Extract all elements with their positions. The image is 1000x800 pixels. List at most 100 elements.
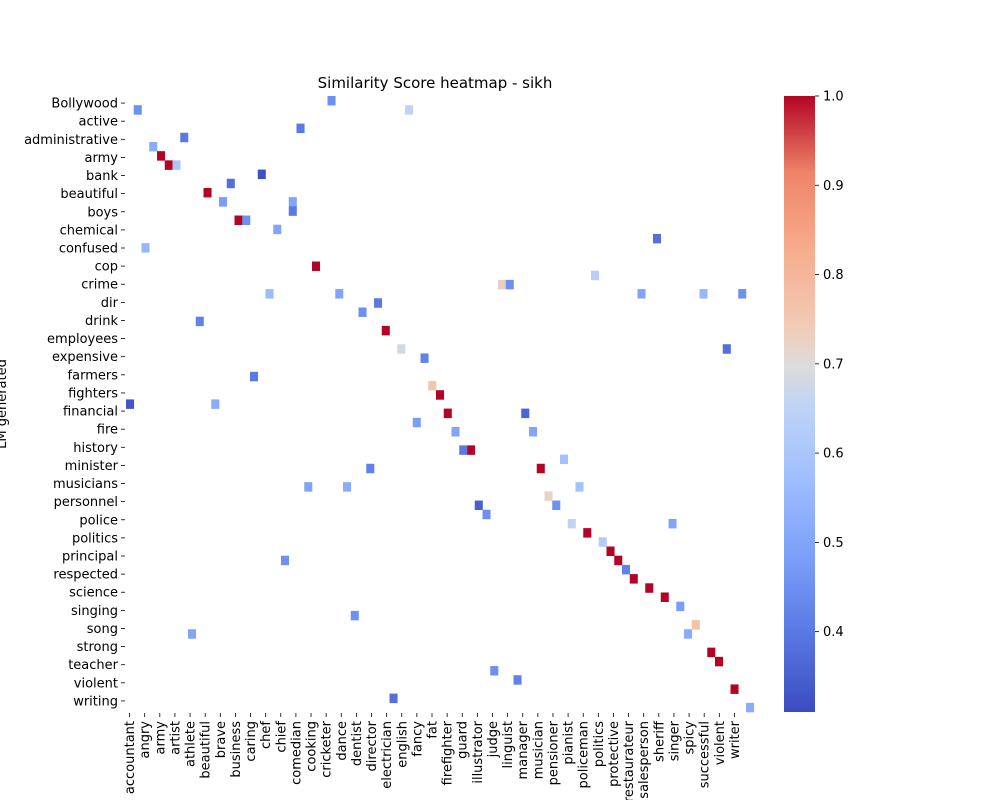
heatmap-cell <box>211 399 220 409</box>
y-tick-label: dir <box>101 296 119 311</box>
heatmap-cell <box>451 426 460 437</box>
y-tick-label: history <box>73 441 118 456</box>
x-tick-label: accountant <box>123 721 138 794</box>
x-tick-label: army <box>153 721 168 755</box>
x-tick-label: manager <box>516 720 531 779</box>
heatmap-cell <box>281 555 290 566</box>
y-tick-label: fire <box>97 423 118 438</box>
heatmap-cell <box>374 298 383 308</box>
heatmap-cell <box>389 693 398 704</box>
colorbar-tick-label: 1.0 <box>823 90 844 105</box>
heatmap-cell <box>629 574 638 584</box>
x-tick-label: beautiful <box>199 721 214 779</box>
x-tick-label: business <box>229 721 244 778</box>
heatmap-cell <box>288 206 297 216</box>
y-tick-label: financial <box>63 405 118 420</box>
y-tick-label: boys <box>87 205 118 220</box>
y-tick-label: musicians <box>53 477 118 492</box>
heatmap-cell <box>699 289 708 299</box>
heatmap-cell <box>366 463 375 474</box>
heatmap-cell <box>660 592 669 602</box>
y-tick-label: confused <box>59 242 118 257</box>
heatmap-cell <box>606 546 615 556</box>
heatmap-cell <box>265 289 274 299</box>
x-tick-label: pianist <box>562 721 577 765</box>
y-tick-label: Bollywood <box>51 97 118 112</box>
colorbar-tick-label: 0.5 <box>823 536 844 551</box>
heatmap-cell <box>157 151 166 161</box>
x-tick-label: illustrator <box>471 720 486 783</box>
x-tick-label: brave <box>214 721 229 758</box>
heatmap-cell <box>304 482 313 492</box>
heatmap-cell <box>552 500 561 511</box>
x-tick-label: policeman <box>577 721 592 788</box>
heatmap-cell <box>149 141 158 152</box>
heatmap-cell <box>350 610 359 621</box>
heatmap-cell <box>521 408 530 419</box>
heatmap-cell <box>575 482 584 492</box>
heatmap-cell <box>691 620 700 630</box>
heatmap-cell <box>707 647 716 658</box>
x-tick-label: dentist <box>350 721 365 766</box>
y-tick-label: beautiful <box>60 187 118 202</box>
x-tick-label: artist <box>168 721 183 755</box>
heatmap-cell <box>498 279 507 290</box>
heatmap-cell <box>505 279 514 290</box>
heatmap-cell <box>164 160 173 170</box>
x-tick-label: guard <box>456 721 471 759</box>
heatmap-cell <box>234 215 243 226</box>
heatmap-cell <box>257 169 266 180</box>
heatmap-cell <box>133 105 142 115</box>
heatmap-cell <box>126 399 135 409</box>
heatmap-cell <box>560 454 569 465</box>
y-axis-ticks: Bollywood active administrative army bank bea… <box>24 97 125 709</box>
heatmap-cell <box>358 307 367 317</box>
y-tick-label: respected <box>53 568 118 583</box>
heatmap-cell <box>668 518 677 529</box>
colorbar-ticks: 0.4 0.5 0.6 0.7 0.8 0.9 1.0 <box>815 90 844 640</box>
x-tick-label: linguist <box>501 721 516 768</box>
x-tick-label: firefighter <box>441 720 456 785</box>
y-tick-label: writing <box>73 694 118 709</box>
heatmap-cell <box>296 123 305 134</box>
colorbar <box>784 96 815 712</box>
heatmap-cell <box>622 564 631 575</box>
x-tick-label: fancy <box>410 721 425 757</box>
x-tick-label: restaurateur <box>622 720 637 800</box>
colorbar-tick-label: 0.4 <box>823 625 844 640</box>
heatmap-cell <box>436 390 445 400</box>
heatmap-cell <box>583 528 592 538</box>
y-tick-label: politics <box>72 531 118 546</box>
colorbar-tick-label: 0.8 <box>823 268 844 283</box>
heatmap-cell <box>195 316 204 327</box>
y-tick-label: teacher <box>68 658 118 673</box>
y-tick-label: active <box>78 115 118 130</box>
x-axis-ticks: accountant angry army artist athlete beautifu… <box>123 713 743 800</box>
y-tick-label: police <box>79 513 118 528</box>
heatmap-cell <box>335 289 344 299</box>
heatmap-cell <box>482 509 491 520</box>
heatmap-cell <box>188 629 197 639</box>
x-tick-label: comedian <box>289 721 304 785</box>
heatmap-cell <box>684 629 693 639</box>
y-tick-label: song <box>87 622 118 637</box>
heatmap-cell <box>536 463 545 474</box>
heatmap-cell <box>544 491 553 501</box>
y-tick-label: expensive <box>52 350 118 365</box>
heatmap-cell <box>226 178 235 189</box>
heatmap-cell <box>730 684 739 694</box>
x-tick-label: writer <box>728 720 743 759</box>
heatmap-cell <box>459 445 468 455</box>
heatmap-cell <box>288 197 297 207</box>
y-tick-label: science <box>69 586 118 601</box>
x-tick-label: politics <box>592 721 607 767</box>
x-tick-label: director <box>365 720 380 771</box>
y-tick-label: chemical <box>60 223 118 238</box>
heatmap-cell <box>381 325 390 336</box>
heatmap-cell <box>250 371 259 382</box>
y-tick-label: administrative <box>24 133 118 148</box>
heatmap-cell <box>467 445 476 455</box>
heatmap-cell <box>722 344 731 354</box>
heatmap-cell <box>614 555 623 566</box>
heatmap-cell <box>172 160 181 170</box>
